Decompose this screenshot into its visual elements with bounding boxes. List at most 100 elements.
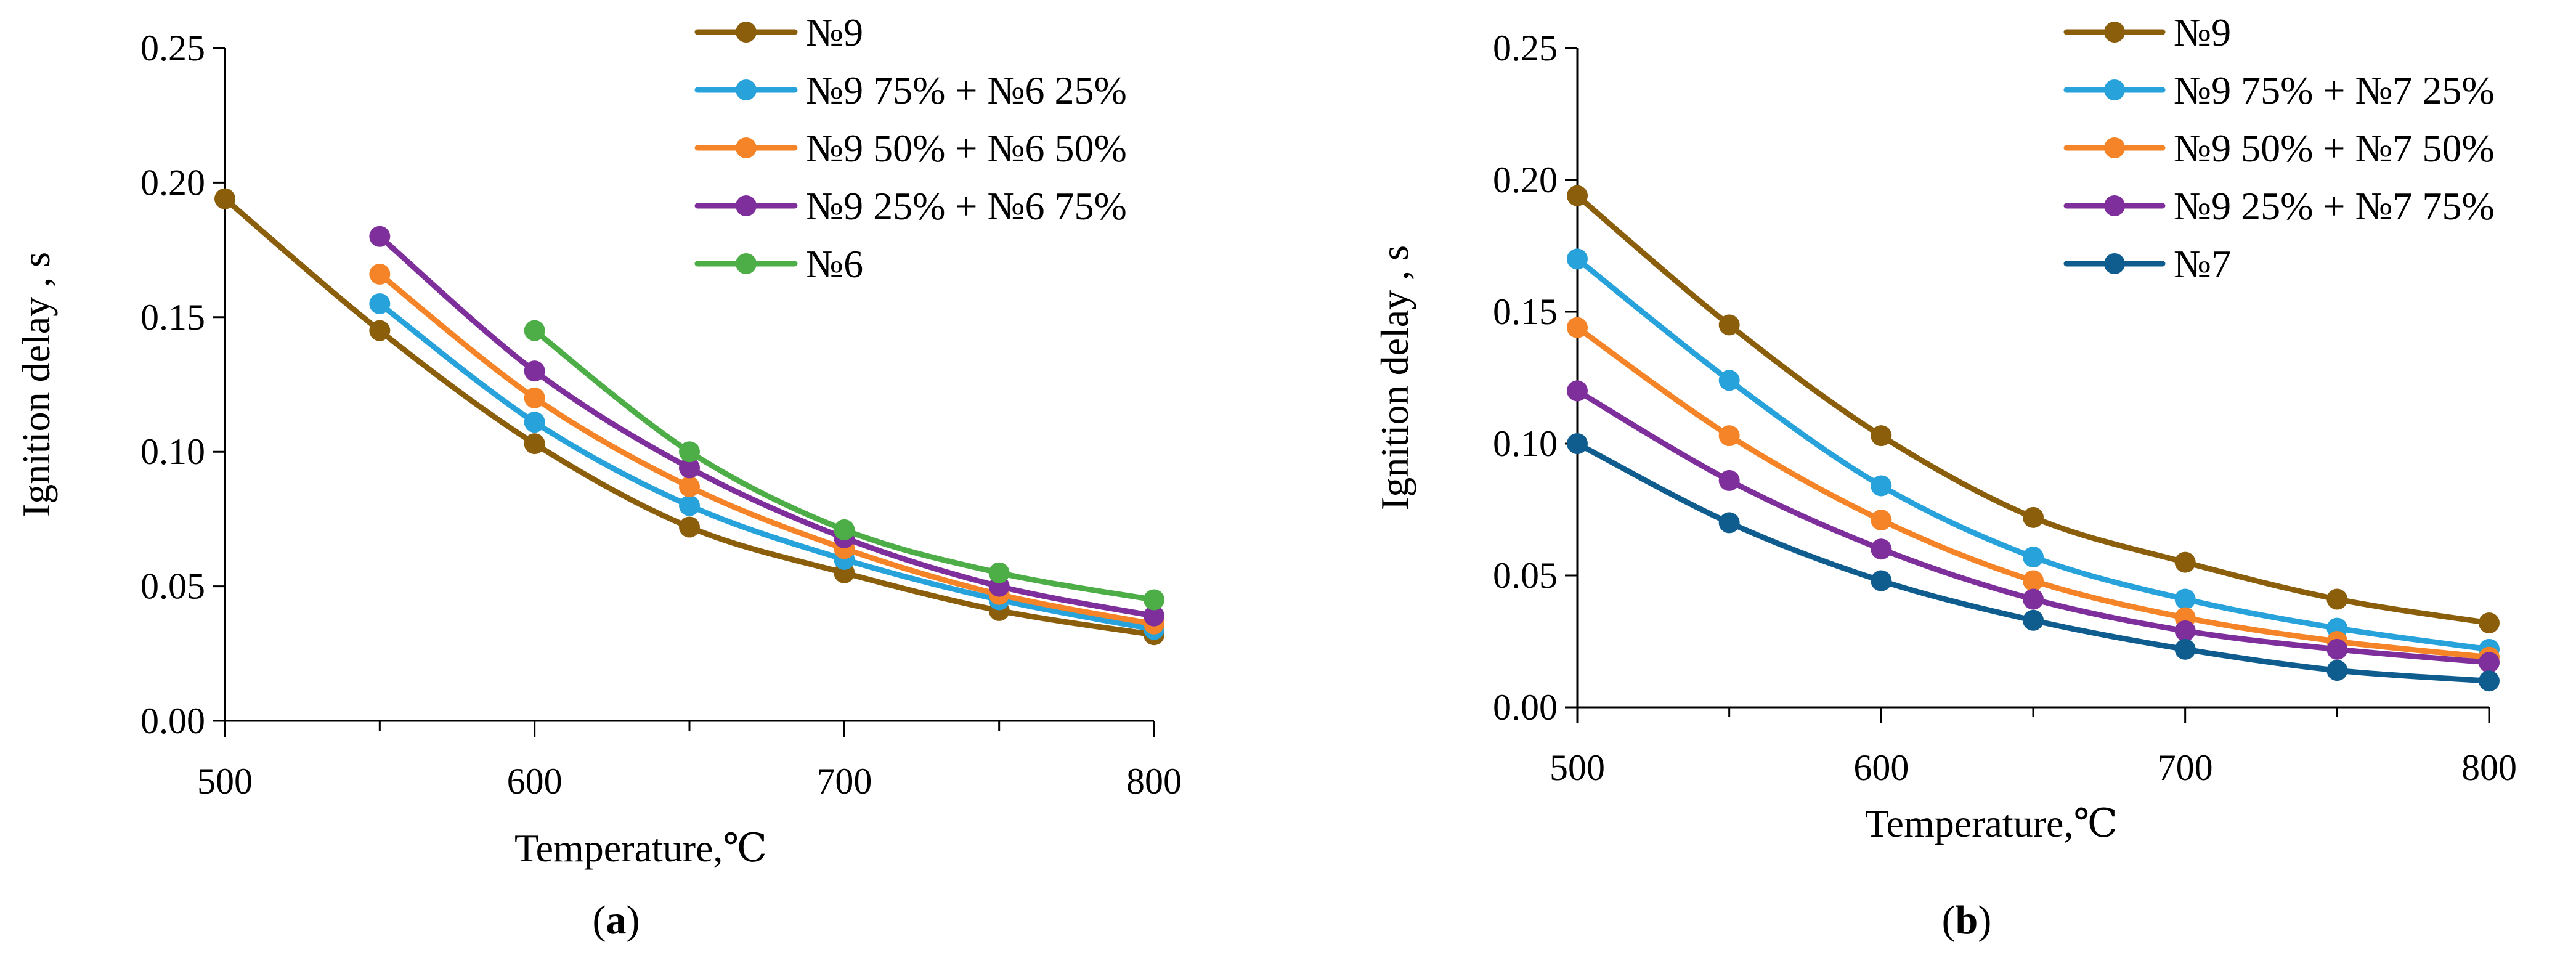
x-tick-label: 700 — [2158, 747, 2213, 788]
data-point — [679, 441, 700, 463]
legend-label: №9 25% + №6 75% — [806, 184, 1127, 228]
panel-label-a: (a) — [593, 898, 640, 943]
data-point — [1567, 317, 1588, 338]
legend-swatch-marker — [736, 79, 757, 100]
legend-label: №9 50% + №6 50% — [806, 126, 1127, 170]
data-point — [679, 495, 700, 516]
data-point — [524, 360, 545, 382]
y-tick-label: 0.25 — [1493, 28, 1558, 68]
data-point — [1718, 512, 1740, 534]
series-4 — [1567, 433, 2500, 692]
data-point — [1144, 589, 1164, 611]
data-point — [2326, 660, 2348, 681]
data-point — [1567, 380, 1588, 402]
series-2 — [369, 263, 1164, 635]
y-tick-label: 0.20 — [1493, 160, 1558, 200]
series-0 — [1567, 185, 2500, 634]
data-point — [2479, 612, 2500, 634]
panel-label-b-letter: b — [1956, 898, 1978, 943]
y-tick-label: 0.15 — [1493, 291, 1558, 332]
legend-swatch-marker — [736, 22, 757, 43]
x-tick-label: 600 — [1853, 747, 1909, 788]
series-line — [376, 271, 1157, 627]
data-point — [369, 293, 391, 314]
data-point — [2023, 588, 2044, 610]
legend-swatch-marker — [2104, 137, 2125, 158]
data-point — [524, 433, 545, 455]
panel-label-b-close: ) — [1978, 898, 1991, 943]
series-4 — [524, 320, 1164, 611]
data-point — [988, 562, 1010, 583]
legend-label: №7 — [2174, 242, 2231, 286]
data-point — [214, 188, 235, 209]
chart-panel-a: 0.00 0.05 0.10 0.15 0.20 0.25 500 600 700 800 Temp… — [14, 10, 1182, 870]
legend-swatch-marker — [736, 195, 757, 216]
series-1 — [369, 293, 1164, 640]
x-tick-label: 500 — [1550, 747, 1605, 788]
legend: №9 №9 75% + №6 25% №9 50% + №6 50% №9 25% +… — [694, 10, 1127, 286]
legend-swatch-marker — [2104, 22, 2125, 43]
x-axis-title: Temperature,℃ — [514, 826, 767, 870]
legend-swatch-marker — [736, 253, 757, 274]
x-tick-label: 500 — [197, 761, 253, 802]
data-point — [2174, 551, 2196, 573]
y-tick-label: 0.20 — [140, 162, 205, 203]
data-point — [1718, 425, 1740, 447]
legend-label: №9 — [806, 10, 863, 54]
y-tick-label: 0.10 — [1493, 423, 1558, 464]
data-point — [369, 263, 391, 285]
data-point — [1871, 510, 1892, 531]
data-point — [1144, 605, 1164, 627]
y-tick-label: 0.05 — [140, 566, 205, 607]
y-axis-title: Ignition delay , s — [1373, 245, 1416, 510]
legend-item: №9 — [694, 10, 863, 54]
data-point — [1871, 425, 1892, 447]
x-axis-title: Temperature,℃ — [1865, 802, 2118, 845]
panel-label-b-open: ( — [1942, 898, 1956, 943]
x-tick-label: 600 — [507, 761, 563, 802]
data-point — [2023, 570, 2044, 591]
series-line — [376, 301, 1157, 632]
data-point — [2326, 588, 2348, 610]
data-point — [2174, 620, 2196, 641]
data-point — [679, 476, 700, 497]
legend: №9 №9 75% + №7 25% №9 50% + №7 50% №9 25% +… — [2063, 10, 2495, 286]
data-point — [1871, 570, 1892, 591]
y-tick-label: 0.00 — [140, 701, 205, 741]
legend-swatch-marker — [2104, 79, 2125, 100]
data-point — [369, 226, 391, 247]
data-point — [2326, 638, 2348, 660]
y-axis-title: Ignition delay , s — [14, 252, 58, 517]
data-point — [1871, 538, 1892, 560]
legend-label: №9 25% + №7 75% — [2174, 184, 2495, 228]
data-point — [524, 387, 545, 408]
legend-item: №9 75% + №6 25% — [694, 68, 1127, 112]
legend-item: №9 50% + №7 50% — [2063, 126, 2495, 170]
data-point — [1567, 433, 1588, 454]
data-point — [2023, 547, 2044, 568]
x-tick-label: 800 — [2461, 747, 2517, 788]
legend-label: №9 50% + №7 50% — [2174, 126, 2495, 170]
panel-label-a-letter: a — [606, 898, 627, 943]
data-point — [1718, 370, 1740, 391]
legend-item: №9 25% + №6 75% — [694, 184, 1127, 228]
data-point — [2023, 506, 2044, 528]
legend-item: №9 75% + №7 25% — [2063, 68, 2495, 112]
legend-swatch-marker — [736, 137, 757, 158]
series-line — [376, 234, 1157, 619]
legend-item: №6 — [694, 242, 863, 286]
y-tick-label: 0.05 — [1493, 555, 1558, 596]
x-tick-label: 700 — [816, 761, 872, 802]
series-line — [222, 196, 1157, 638]
data-point — [834, 519, 855, 540]
legend-item: №9 50% + №6 50% — [694, 126, 1127, 170]
data-point — [2023, 609, 2044, 631]
legend-swatch-marker — [2104, 253, 2125, 274]
y-tick-label: 0.25 — [140, 28, 205, 68]
data-point — [369, 320, 391, 341]
panel-label-b: (b) — [1942, 898, 1992, 943]
y-tick-label: 0.15 — [140, 297, 205, 338]
data-point — [2479, 652, 2500, 673]
data-point — [1567, 185, 1588, 206]
data-point — [524, 320, 545, 341]
